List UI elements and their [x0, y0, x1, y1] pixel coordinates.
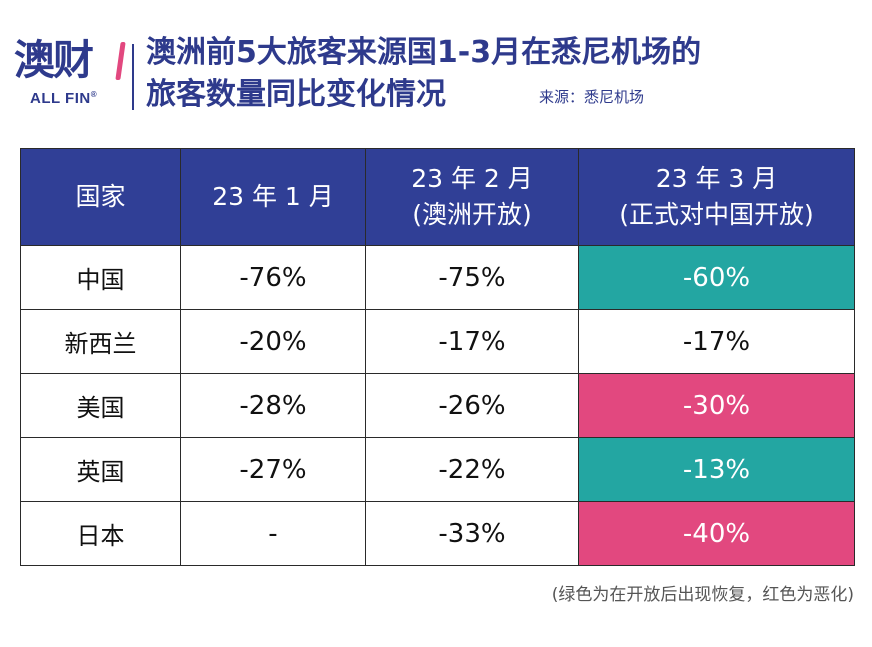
feb-value-cell: -17%	[366, 310, 579, 374]
table-row: 新西兰 -20% -17% -17%	[21, 310, 855, 374]
jan-value-cell: -76%	[181, 246, 366, 310]
logo-english-text: ALL FIN®	[30, 90, 130, 107]
data-table: 国家 23 年 1 月 23 年 2 月 (澳洲开放) 23 年 3 月 (正式…	[20, 148, 855, 566]
country-cell: 新西兰	[21, 310, 181, 374]
mar-value-cell: -17%	[579, 310, 855, 374]
jan-value-cell: -27%	[181, 438, 366, 502]
table-row: 英国 -27% -22% -13%	[21, 438, 855, 502]
country-cell: 日本	[21, 502, 181, 566]
logo-chinese-text: 澳财	[14, 38, 130, 82]
feb-value-cell: -22%	[366, 438, 579, 502]
feb-value-cell: -75%	[366, 246, 579, 310]
mar-value-cell: -60%	[579, 246, 855, 310]
country-cell: 美国	[21, 374, 181, 438]
mar-value-cell: -30%	[579, 374, 855, 438]
table-row: 中国 -76% -75% -60%	[21, 246, 855, 310]
column-header-jan: 23 年 1 月	[181, 149, 366, 246]
column-header-mar: 23 年 3 月 (正式对中国开放)	[579, 149, 855, 246]
source-note: 来源：悉尼机场	[539, 86, 644, 107]
footnote: (绿色为在开放后出现恢复，红色为恶化)	[440, 580, 854, 605]
country-cell: 中国	[21, 246, 181, 310]
jan-value-cell: -	[181, 502, 366, 566]
table-row: 日本 - -33% -40%	[21, 502, 855, 566]
title-line-1: 澳洲前5大旅客来源国1-3月在悉尼机场的	[146, 32, 701, 74]
country-cell: 英国	[21, 438, 181, 502]
header-divider	[132, 44, 134, 110]
feb-value-cell: -26%	[366, 374, 579, 438]
column-header-feb: 23 年 2 月 (澳洲开放)	[366, 149, 579, 246]
mar-value-cell: -40%	[579, 502, 855, 566]
table-header-row: 国家 23 年 1 月 23 年 2 月 (澳洲开放) 23 年 3 月 (正式…	[21, 149, 855, 246]
mar-value-cell: -13%	[579, 438, 855, 502]
logo: 澳财 ALL FIN®	[14, 38, 130, 118]
column-header-country: 国家	[21, 149, 181, 246]
feb-value-cell: -33%	[366, 502, 579, 566]
table-row: 美国 -28% -26% -30%	[21, 374, 855, 438]
jan-value-cell: -28%	[181, 374, 366, 438]
jan-value-cell: -20%	[181, 310, 366, 374]
